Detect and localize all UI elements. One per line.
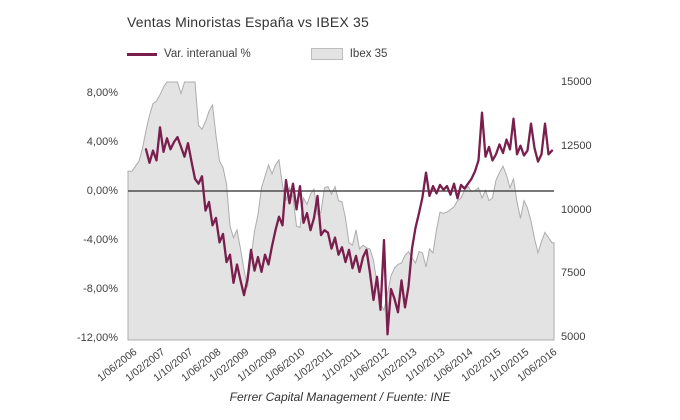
y-left-tick-label: -12,00% xyxy=(77,332,118,344)
area-swatch-icon xyxy=(310,48,343,60)
footer-caption: Ferrer Capital Management / Fuente: INE xyxy=(229,390,451,404)
y-right-tick-label: 15000 xyxy=(561,76,592,88)
y-left-tick-label: 4,00% xyxy=(86,136,118,148)
y-right-tick-label: 12500 xyxy=(561,139,592,152)
legend-item-ibex: Ibex 35 xyxy=(310,48,388,60)
var-interanual-line-path xyxy=(144,111,554,336)
legend-item-var-interanual: Var. interanual % xyxy=(127,48,251,60)
y-left-tick-label: 8,00% xyxy=(86,87,118,99)
line-swatch-icon xyxy=(127,52,157,56)
legend: Var. interanual % Ibex 35 xyxy=(127,48,387,60)
y-right-tick-label: 10000 xyxy=(561,203,592,216)
y-right-tick-label: 5000 xyxy=(561,331,586,343)
chart-title: Ventas Minoristas España vs IBEX 35 xyxy=(127,14,370,30)
y-right-tick-label: 7500 xyxy=(561,267,586,280)
y-left-tick-label: -4,00% xyxy=(83,234,118,246)
y-left-tick-label: -8,00% xyxy=(83,283,118,295)
y-left-tick-label: 0,00% xyxy=(86,185,118,197)
ibex-area-path xyxy=(127,81,555,341)
legend-label-ibex: Ibex 35 xyxy=(349,48,388,60)
legend-label-var-interanual: Var. interanual % xyxy=(164,48,251,60)
